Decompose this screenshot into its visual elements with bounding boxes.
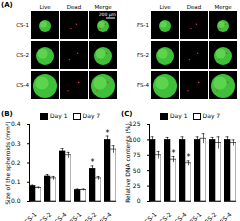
- svg-text:125: 125: [129, 120, 141, 127]
- svg-text:FS-2: FS-2: [203, 210, 217, 221]
- html-text:Day 7: Day 7: [202, 112, 221, 119]
- svg-text:*: *: [106, 129, 110, 138]
- svg-text:Live: Live: [39, 4, 51, 10]
- svg-text:CS-1: CS-1: [16, 22, 29, 28]
- svg-text:(A): (A): [1, 1, 13, 9]
- svg-text:Size of the spheroids (mm²): Size of the spheroids (mm²): [4, 121, 12, 204]
- svg-text:CS-2: CS-2: [158, 210, 173, 221]
- svg-text:Dead: Dead: [67, 4, 81, 10]
- svg-text:*: *: [91, 158, 95, 167]
- html-text:Day 7: Day 7: [82, 112, 101, 119]
- svg-text:50: 50: [133, 167, 141, 174]
- html-text:(C): (C): [121, 110, 133, 118]
- svg-text:FS-2: FS-2: [137, 52, 149, 58]
- svg-text:CS-1: CS-1: [23, 210, 38, 221]
- svg-text:FS-4: FS-4: [218, 210, 232, 221]
- svg-text:200 μm: 200 μm: [99, 12, 116, 17]
- svg-text:25: 25: [133, 182, 141, 189]
- svg-text:Merge: Merge: [214, 4, 232, 11]
- svg-text:75: 75: [133, 151, 141, 158]
- svg-text:CS-2: CS-2: [38, 210, 53, 221]
- svg-text:CS-1: CS-1: [143, 210, 158, 221]
- svg-text:Live: Live: [159, 4, 171, 10]
- svg-text:FS-1: FS-1: [68, 210, 82, 221]
- svg-text:CS-2: CS-2: [16, 52, 29, 58]
- svg-text:CS-4: CS-4: [16, 82, 29, 88]
- svg-text:0.4: 0.4: [11, 120, 21, 127]
- svg-text:Relative DNA contents (%): Relative DNA contents (%): [124, 123, 131, 203]
- svg-text:0: 0: [137, 197, 141, 204]
- svg-text:Dead: Dead: [187, 4, 201, 10]
- svg-text:FS-4: FS-4: [137, 82, 150, 88]
- svg-text:FS-2: FS-2: [83, 210, 97, 221]
- svg-text:FS-1: FS-1: [137, 22, 149, 28]
- svg-text:0.3: 0.3: [11, 140, 21, 147]
- svg-text:CS-4: CS-4: [173, 210, 188, 221]
- svg-text:100: 100: [129, 136, 141, 143]
- svg-text:FS-1: FS-1: [188, 210, 202, 221]
- svg-text:0.0: 0.0: [11, 197, 21, 204]
- svg-text:CS-4: CS-4: [53, 210, 68, 221]
- svg-text:0.1: 0.1: [11, 178, 21, 185]
- svg-text:*: *: [172, 149, 176, 158]
- svg-text:FS-4: FS-4: [98, 210, 112, 221]
- html-text:(B): (B): [1, 110, 13, 118]
- svg-text:0.2: 0.2: [11, 159, 21, 166]
- html-text:Day 1: Day 1: [50, 112, 68, 119]
- svg-text:Merge: Merge: [94, 4, 112, 11]
- svg-text:*: *: [187, 153, 191, 162]
- html-text:Day 1: Day 1: [170, 112, 188, 119]
